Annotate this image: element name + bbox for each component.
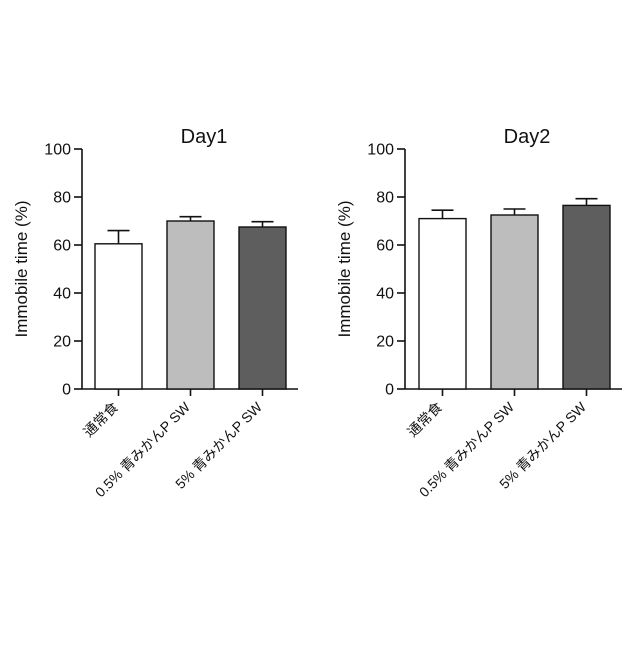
bar-2	[491, 215, 538, 389]
y-tick-label: 40	[53, 286, 71, 303]
bar-3	[239, 227, 286, 389]
chart-title: Day1	[181, 126, 228, 148]
bar-3	[563, 205, 610, 389]
y-tick-label: 20	[53, 334, 71, 351]
chart-panel-1: Day1Immobile time (%)020406080100通常食0.5%…	[12, 126, 298, 500]
x-tick-label: 通常食	[80, 399, 121, 440]
y-tick-label: 20	[376, 334, 394, 351]
chart-title: Day2	[504, 126, 551, 148]
y-tick-label: 60	[53, 238, 71, 255]
bar-1	[419, 219, 466, 389]
y-axis-label: Immobile time (%)	[12, 201, 31, 338]
chart-panel-2: Day2Immobile time (%)020406080100通常食0.5%…	[335, 126, 622, 500]
y-tick-label: 100	[44, 142, 71, 159]
x-tick-label: 通常食	[404, 399, 445, 440]
y-axis-label: Immobile time (%)	[335, 201, 354, 338]
y-tick-label: 80	[376, 190, 394, 207]
y-tick-label: 100	[367, 142, 394, 159]
y-tick-label: 60	[376, 238, 394, 255]
bar-1	[95, 244, 142, 389]
y-tick-label: 80	[53, 190, 71, 207]
bar-2	[167, 221, 214, 389]
y-tick-label: 0	[62, 382, 71, 399]
y-tick-label: 40	[376, 286, 394, 303]
y-tick-label: 0	[385, 382, 394, 399]
